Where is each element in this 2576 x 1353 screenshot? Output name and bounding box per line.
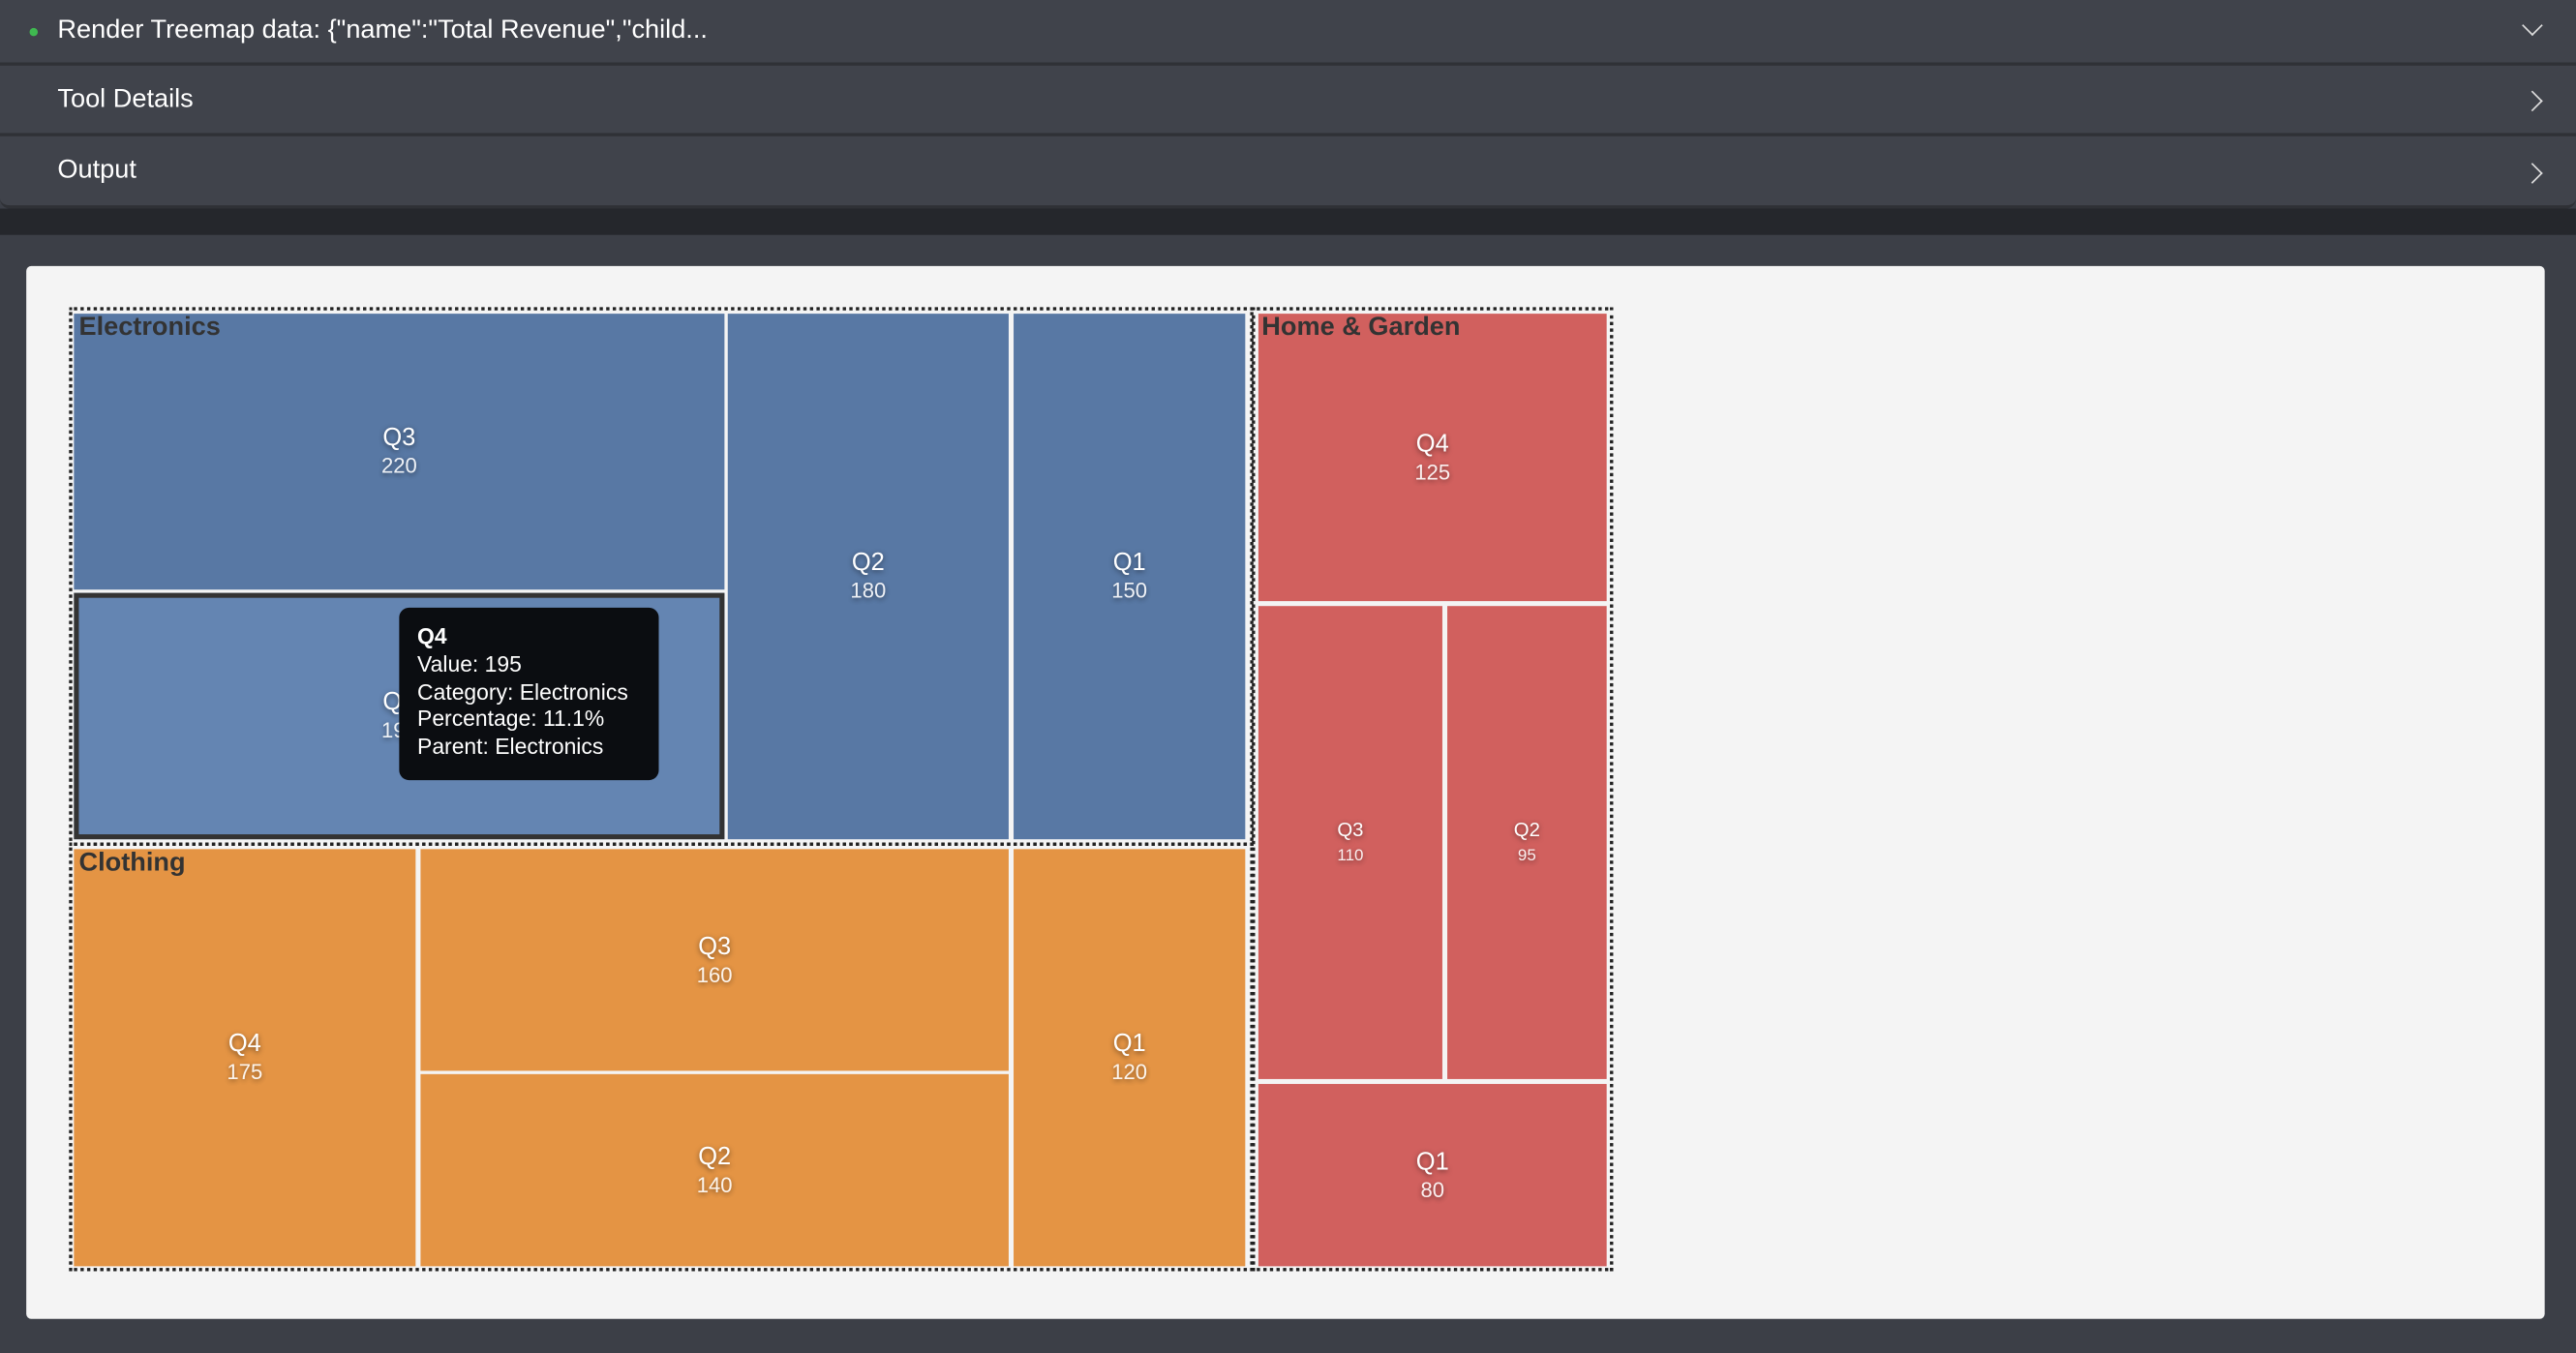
treemap-cell-clothing-q4[interactable]: Q4 175	[74, 849, 416, 1267]
group-label: Clothing	[78, 849, 186, 878]
cell-label: Q4	[1415, 429, 1449, 458]
status-dot-icon	[29, 27, 39, 36]
cell-value: 125	[1414, 459, 1451, 484]
tooltip: Q4 Value: 195 Category: Electronics Perc…	[399, 607, 659, 781]
cell-value: 175	[227, 1059, 263, 1085]
cell-label: Q2	[851, 548, 885, 577]
cell-label: Q4	[227, 1030, 261, 1058]
treemap-cell-home-garden-q2[interactable]: Q2 95	[1447, 606, 1607, 1079]
treemap-cell-home-garden-q1[interactable]: Q1 80	[1258, 1084, 1607, 1267]
treemap-cell-electronics-q1[interactable]: Q1 150	[1014, 314, 1246, 840]
cell-value: 160	[696, 961, 733, 987]
cell-value: 80	[1420, 1176, 1445, 1202]
chevron-down-icon[interactable]	[2522, 15, 2543, 37]
output-row[interactable]: Output	[0, 135, 2576, 209]
treemap-cell-electronics-q3[interactable]: Q3 220	[74, 314, 725, 590]
tooltip-line: Value: 195	[417, 651, 522, 676]
treemap-group-border	[69, 842, 1254, 1272]
treemap-cell-clothing-q3[interactable]: Q3 160	[420, 849, 1009, 1071]
tool-call-title: Render Treemap data: {"name":"Total Reve…	[57, 15, 708, 45]
cell-label: Q1	[1415, 1147, 1449, 1176]
group-label: Home & Garden	[1261, 314, 1461, 342]
treemap-group-border	[1252, 307, 1614, 1272]
output-label: Output	[57, 156, 136, 185]
tooltip-line: Category: Electronics	[417, 678, 628, 705]
cell-label: Q2	[698, 1142, 732, 1171]
cell-label: Q1	[1112, 548, 1146, 577]
cell-label: Q3	[1337, 818, 1364, 841]
cell-value: 150	[1111, 578, 1148, 603]
divider	[0, 208, 2576, 235]
treemap-cell-home-garden-q4[interactable]: Q4 125	[1258, 314, 1607, 602]
tool-details-row[interactable]: Tool Details	[0, 65, 2576, 136]
cell-value: 95	[1517, 847, 1536, 866]
treemap-cell-clothing-q2[interactable]: Q2 140	[420, 1073, 1009, 1267]
treemap-cell-clothing-q1[interactable]: Q1 120	[1014, 849, 1246, 1267]
chevron-right-icon[interactable]	[2522, 163, 2543, 184]
treemap-cell-home-garden-q3[interactable]: Q3 110	[1258, 606, 1442, 1079]
cell-value: 180	[850, 578, 887, 603]
tool-details-label: Tool Details	[57, 84, 194, 113]
cell-value: 110	[1337, 847, 1364, 866]
treemap-cell-electronics-q2[interactable]: Q2 180	[727, 314, 1009, 840]
treemap-group-border	[69, 307, 1254, 846]
tooltip-title: Q4	[417, 623, 447, 649]
cell-value: 220	[380, 453, 417, 478]
group-label: Electronics	[78, 314, 221, 342]
cell-label: Q3	[698, 932, 732, 960]
tool-call-header[interactable]: Render Treemap data: {"name":"Total Reve…	[0, 0, 2576, 66]
chevron-right-icon[interactable]	[2522, 90, 2543, 112]
cell-value: 120	[1111, 1059, 1148, 1085]
cell-label: Q3	[382, 423, 416, 452]
cell-label: Q1	[1112, 1030, 1146, 1058]
cell-value: 140	[696, 1171, 733, 1197]
cell-label: Q2	[1513, 818, 1540, 841]
tooltip-line: Parent: Electronics	[417, 734, 604, 760]
tooltip-line: Percentage: 11.1%	[417, 707, 605, 732]
